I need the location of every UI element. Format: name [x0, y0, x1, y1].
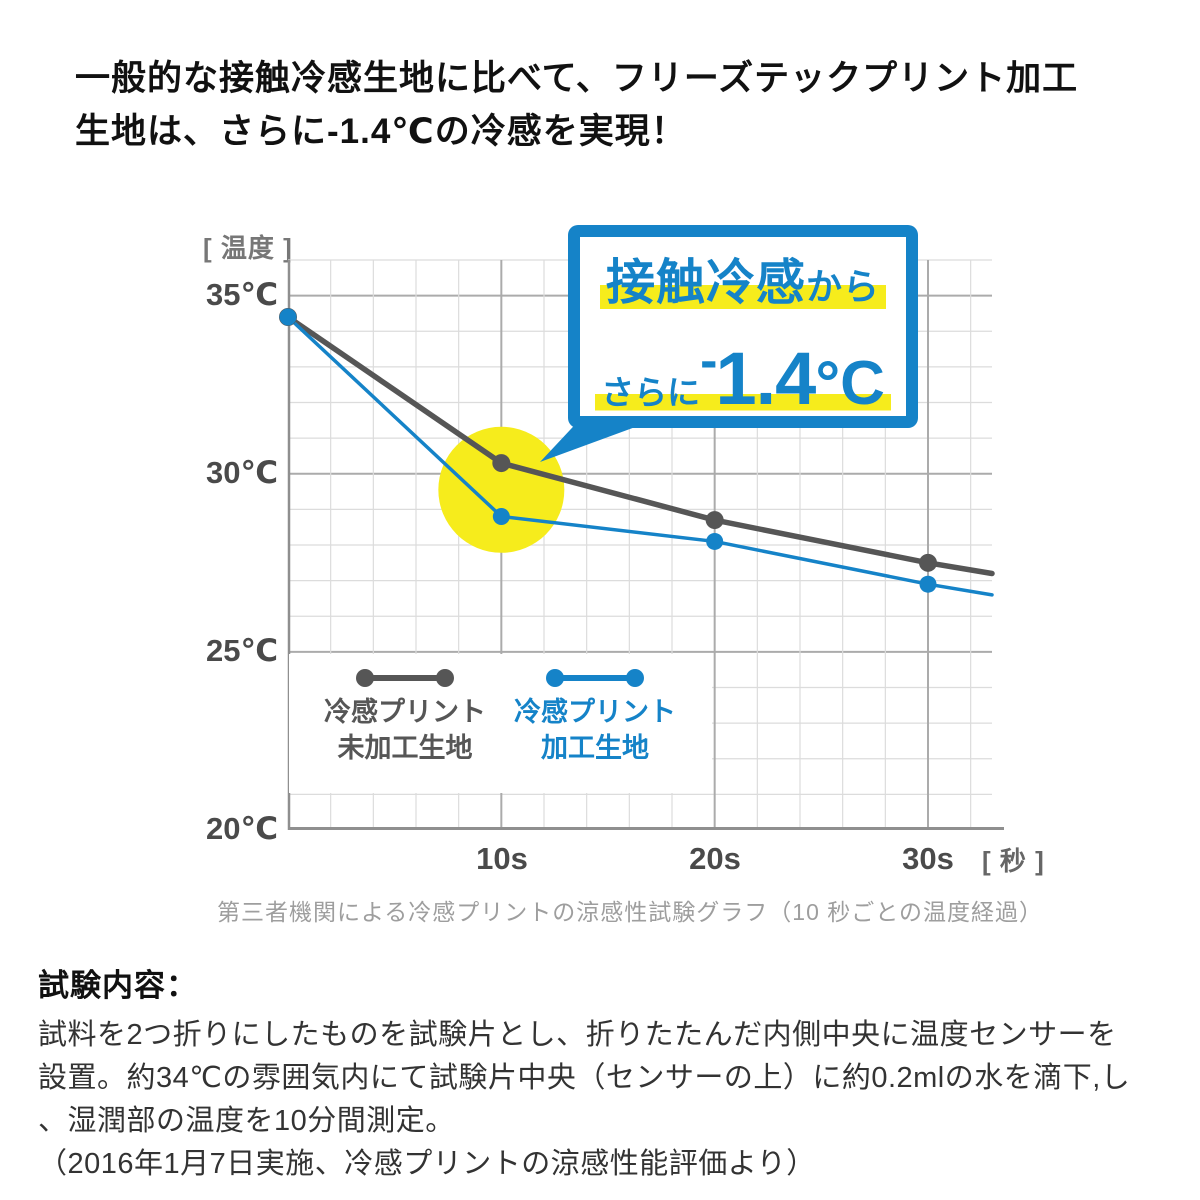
callout-text-suffix: から [806, 266, 881, 307]
x-axis-unit-label: [ 秒 ] [982, 846, 1045, 876]
test-description-title: 試験内容： [38, 968, 198, 1003]
legend-label-line-1: 冷感プリント [324, 697, 486, 727]
y-tick-35: 35℃ [205, 277, 278, 312]
test-description-line-3: 、湿潤部の温度を10分間測定。 [38, 1105, 455, 1137]
x-tick-20s: 20s [689, 841, 741, 876]
page-title-line-2: 生地は、さらに-1.4℃の冷感を実現！ [75, 112, 687, 151]
callout-minus-sign: - [700, 332, 717, 390]
test-description-line-1: 試料を2つ折りにしたものを試験片とし、折りたたんだ内側中央に温度センサーを [38, 1019, 1117, 1051]
y-tick-25: 25℃ [205, 633, 278, 668]
page-title-line-1: 一般的な接触冷感生地に比べて、フリーズテックプリント加工 [75, 59, 1079, 98]
y-axis-unit-label: [ 温度 ] [203, 233, 293, 263]
legend-label-line-2: 未加工生地 [337, 733, 473, 763]
callout-text-main: 接触冷感 [605, 256, 806, 310]
legend-line-blue-icon [546, 669, 644, 687]
test-description-line-2: 設置。約34℃の雰囲気内にて試験片中央（センサーの上）に約0.2mlの水を滴下,… [38, 1062, 1131, 1094]
legend-label-line-2: 加工生地 [541, 733, 649, 763]
callout-bubble: 接触冷感から さらに-1.4°C [568, 225, 918, 428]
chart-legend: 冷感プリント 未加工生地 冷感プリント 加工生地 [289, 654, 712, 793]
test-description: 試験内容： 試料を2つ折りにしたものを試験片とし、折りたたんだ内側中央に温度セン… [38, 960, 1168, 1186]
legend-item-untreated: 冷感プリント 未加工生地 [300, 668, 510, 766]
chart-caption: 第三者機関による冷感プリントの涼感性試験グラフ（10 秒ごとの温度経過） [216, 899, 1044, 925]
page-title: 一般的な接触冷感生地に比べて、フリーズテックプリント加工 生地は、さらに-1.4… [75, 52, 1078, 158]
y-tick-20: 20℃ [205, 811, 278, 846]
test-description-line-4: （2016年1月7日実施、冷感プリントの涼感性能評価より） [38, 1148, 816, 1180]
x-tick-10s: 10s [476, 841, 528, 876]
y-tick-30: 30℃ [205, 455, 278, 490]
callout-unit: °C [815, 349, 885, 418]
legend-item-treated: 冷感プリント 加工生地 [500, 668, 690, 766]
callout-value: 1.4 [715, 337, 816, 420]
callout-text-prefix: さらに [601, 374, 701, 411]
legend-line-dark-icon [356, 669, 454, 687]
legend-label-line-1: 冷感プリント [514, 697, 676, 727]
x-tick-30s: 30s [902, 841, 954, 876]
callout-line-2: さらに-1.4°C [580, 321, 906, 433]
callout-line-1: 接触冷感から [580, 251, 906, 319]
